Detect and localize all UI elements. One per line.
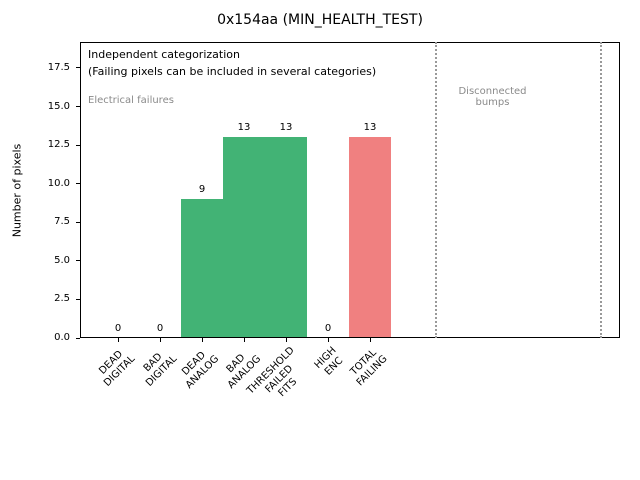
annotation-failing-pixels-note: (Failing pixels can be included in sever… [88,65,377,78]
y-axis-tick-mark [76,298,80,300]
y-axis-tick-mark [76,337,80,339]
bar-value-label: 0 [324,323,332,334]
x-axis-tick-mark [370,338,371,342]
y-axis-tick-mark [76,144,80,146]
annotation-disconnected-bumps: Disconnected bumps [458,86,527,108]
y-axis-tick-mark [76,183,80,185]
x-axis-tick-label: TOTAL FAILING [348,347,390,389]
bar-value-label: 0 [156,323,164,334]
y-axis-tick-label: 2.5 [54,293,70,305]
y-axis-tick-label: 0.0 [54,332,70,343]
dotted-separator-line [600,42,603,338]
bar-value-label: 9 [198,184,206,196]
bar-value-label: 0 [114,323,122,334]
bar [265,137,307,337]
y-axis-tick-mark [76,67,80,69]
y-axis-tick-label: 15.0 [47,100,70,112]
bar [223,137,265,337]
bar [181,199,223,337]
y-axis-tick-label: 12.5 [47,139,70,151]
x-axis-tick-label: DEAD ANALOG [180,349,222,391]
bar-value-label: 13 [363,122,377,134]
bar [349,137,391,337]
y-axis-tick-label: 5.0 [54,254,70,266]
y-axis-tick-label: 7.5 [54,216,70,228]
x-axis-tick-label: DEAD DIGITAL [97,348,138,389]
x-axis-tick-mark [160,338,161,342]
x-axis-tick-mark [244,338,245,342]
x-axis-tick-mark [328,338,329,342]
y-axis-tick-label: 17.5 [47,61,70,73]
y-axis-tick-mark [76,221,80,223]
chart-title: 0x154aa (MIN_HEALTH_TEST) [217,12,423,28]
annotation-independent-categorization: Independent categorization [88,48,240,61]
x-axis-tick-mark [286,338,287,342]
x-axis-tick-label: HIGH ENC [312,345,346,378]
y-axis-tick-mark [76,106,80,107]
x-axis-tick-mark [202,338,203,342]
bar-value-label: 13 [237,122,251,134]
x-axis-tick-label: BAD DIGITAL [141,351,180,389]
y-axis-tick-label: 10.0 [47,177,70,189]
y-axis-tick-mark [76,260,80,262]
bar-value-label: 13 [279,122,293,134]
x-axis-tick-mark [118,338,119,342]
annotation-electrical-failures: Electrical failures [88,95,174,106]
dotted-separator-line [434,42,437,338]
